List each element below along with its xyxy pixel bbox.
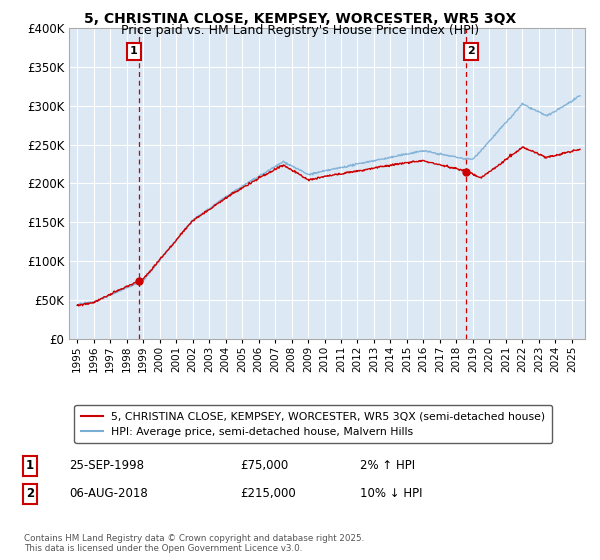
Text: 1: 1 <box>26 459 34 473</box>
Text: 06-AUG-2018: 06-AUG-2018 <box>69 487 148 501</box>
Text: 10% ↓ HPI: 10% ↓ HPI <box>360 487 422 501</box>
Text: 2: 2 <box>467 46 475 57</box>
Text: Price paid vs. HM Land Registry's House Price Index (HPI): Price paid vs. HM Land Registry's House … <box>121 24 479 36</box>
Text: Contains HM Land Registry data © Crown copyright and database right 2025.
This d: Contains HM Land Registry data © Crown c… <box>24 534 364 553</box>
Text: £215,000: £215,000 <box>240 487 296 501</box>
Text: 25-SEP-1998: 25-SEP-1998 <box>69 459 144 473</box>
Text: 1: 1 <box>130 46 137 57</box>
Legend: 5, CHRISTINA CLOSE, KEMPSEY, WORCESTER, WR5 3QX (semi-detached house), HPI: Aver: 5, CHRISTINA CLOSE, KEMPSEY, WORCESTER, … <box>74 405 552 443</box>
Text: 5, CHRISTINA CLOSE, KEMPSEY, WORCESTER, WR5 3QX: 5, CHRISTINA CLOSE, KEMPSEY, WORCESTER, … <box>84 12 516 26</box>
Text: £75,000: £75,000 <box>240 459 288 473</box>
Text: 2: 2 <box>26 487 34 501</box>
Text: 2% ↑ HPI: 2% ↑ HPI <box>360 459 415 473</box>
